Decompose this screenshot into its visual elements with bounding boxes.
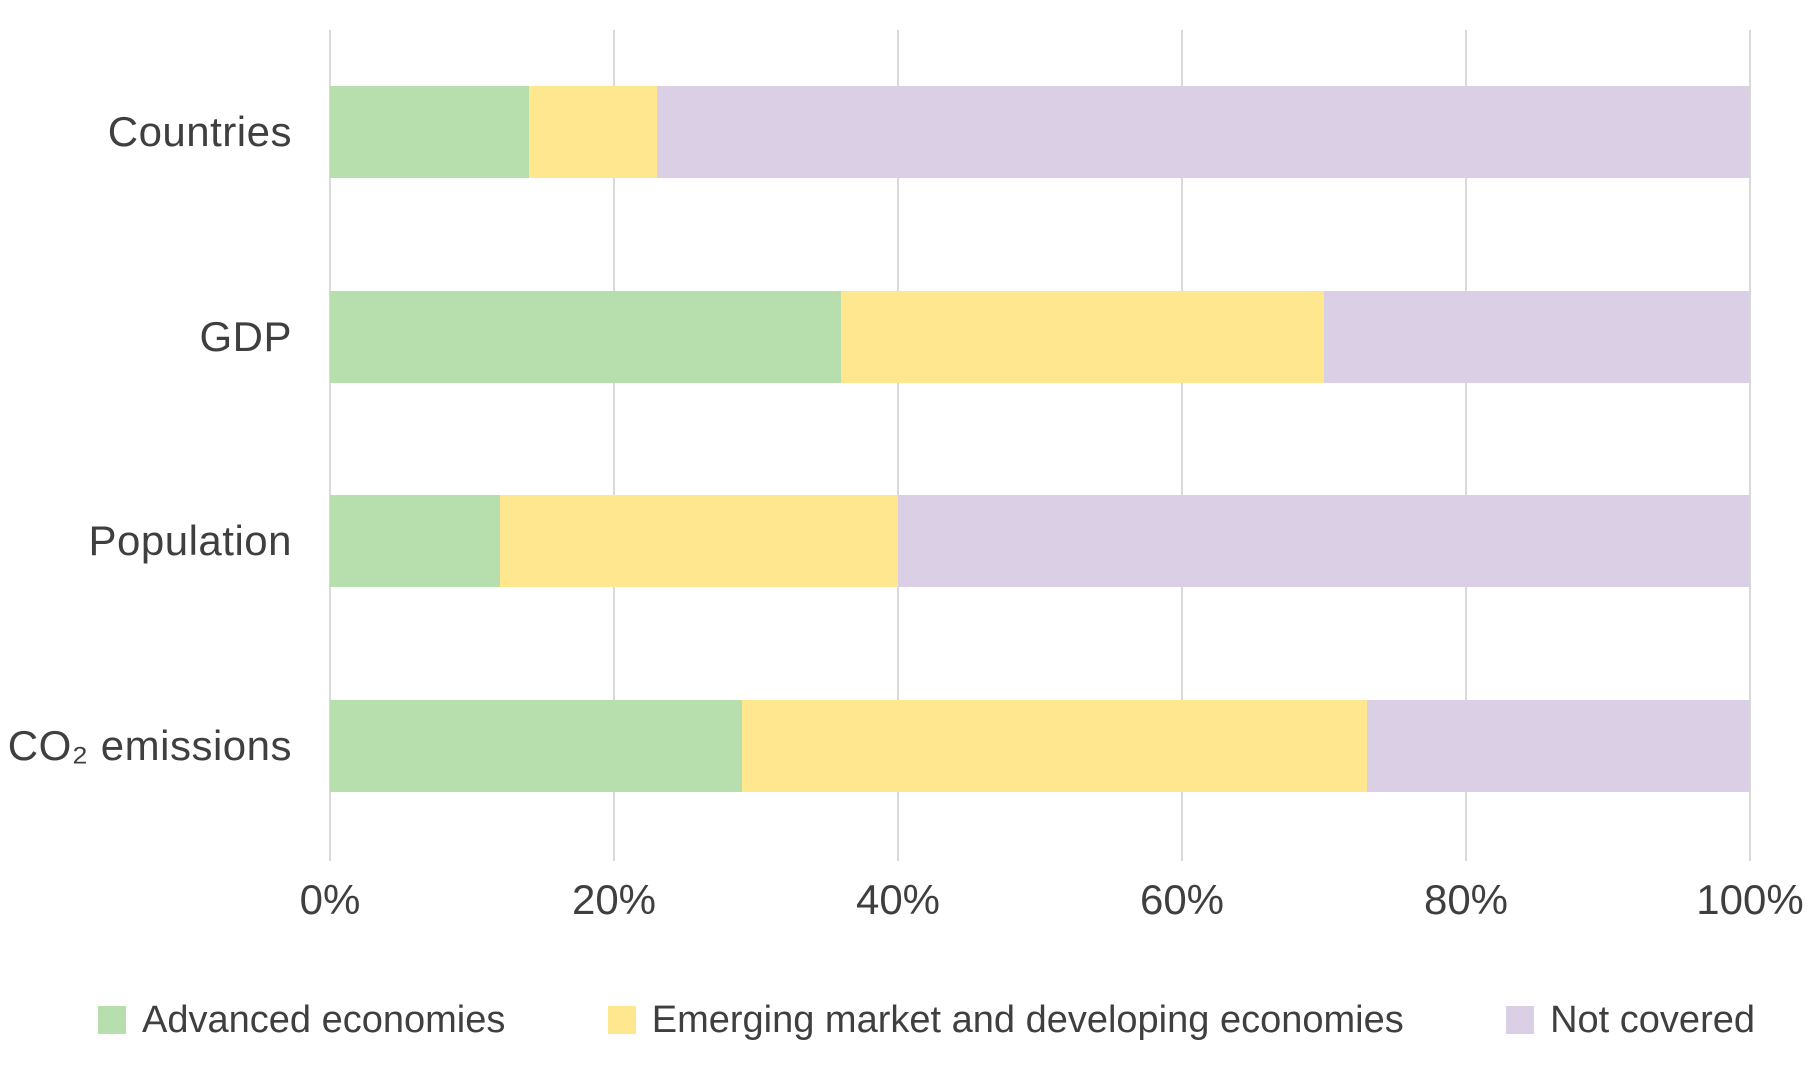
x-axis-tick-labels: 0% 20% 40% 60% 80% 100% — [300, 876, 1804, 934]
bar-segment-countries-emerging-market-and-developing-economies — [528, 86, 657, 179]
bar-segment-countries-advanced-economies — [330, 86, 529, 179]
x-tick-label-80: 80% — [1423, 876, 1509, 923]
category-label-co-emissions: CO₂ emissions — [7, 721, 292, 769]
tick-mark-40 — [897, 848, 899, 861]
gridline-100 — [1749, 30, 1751, 848]
category-axis-labels: Countries GDP Population CO₂ emissions — [0, 30, 292, 848]
bar-row-countries — [330, 30, 1750, 235]
stacked-bar-population — [330, 495, 1750, 588]
legend-swatch-icon — [607, 1006, 636, 1034]
x-tick-label-100: 100% — [1696, 876, 1804, 923]
bar-row-co-emissions — [330, 644, 1750, 849]
bar-segment-population-advanced-economies — [330, 495, 501, 588]
legend-label: Advanced economies — [142, 998, 506, 1041]
bar-row-gdp — [330, 235, 1750, 440]
stacked-bar-co-emissions — [330, 699, 1750, 792]
legend-item-advanced-economies: Advanced economies — [98, 999, 505, 1042]
legend-label: Not covered — [1550, 998, 1755, 1041]
tick-mark-80 — [1465, 848, 1467, 861]
gridline-40 — [897, 30, 899, 848]
legend-label: Emerging market and developing economies — [651, 998, 1404, 1041]
category-label-countries: Countries — [107, 108, 292, 156]
bar-row-population — [330, 439, 1750, 644]
gridline-0 — [329, 30, 331, 848]
bar-segment-population-emerging-market-and-developing-economies — [500, 495, 898, 588]
legend-item-not-covered: Not covered — [1506, 999, 1755, 1042]
x-axis-tick-marks — [329, 848, 1751, 861]
gridline-60 — [1181, 30, 1183, 848]
bar-segment-co-emissions-advanced-economies — [330, 699, 742, 792]
tick-mark-100 — [1749, 848, 1751, 861]
bar-segment-countries-not-covered — [656, 86, 1750, 179]
category-label-gdp: GDP — [199, 312, 292, 360]
bar-segment-co-emissions-emerging-market-and-developing-economies — [741, 699, 1367, 792]
x-tick-label-0: 0% — [299, 876, 361, 923]
stacked-bar-countries — [330, 86, 1750, 179]
bar-segment-population-not-covered — [897, 495, 1750, 588]
gridline-20 — [613, 30, 615, 848]
legend-swatch-icon — [98, 1006, 126, 1034]
gridline-80 — [1465, 30, 1467, 848]
x-tick-label-20: 20% — [571, 876, 657, 923]
bar-segment-gdp-emerging-market-and-developing-economies — [841, 290, 1324, 383]
bar-segment-gdp-advanced-economies — [330, 290, 842, 383]
category-label-population: Population — [88, 517, 292, 565]
legend: Advanced economies Emerging market and de… — [98, 992, 1755, 1048]
plot-area — [329, 30, 1751, 849]
x-tick-label-60: 60% — [1139, 876, 1225, 923]
x-tick-label-40: 40% — [855, 876, 941, 923]
tick-mark-0 — [329, 848, 331, 861]
tick-mark-60 — [1181, 848, 1183, 861]
bar-segment-co-emissions-not-covered — [1366, 699, 1750, 792]
tick-mark-20 — [613, 848, 615, 861]
legend-swatch-icon — [1506, 1006, 1535, 1034]
bar-segment-gdp-not-covered — [1323, 290, 1750, 383]
legend-item-emerging-market-and-developing-economies: Emerging market and developing economies — [607, 998, 1404, 1042]
stacked-bar-gdp — [330, 290, 1750, 383]
